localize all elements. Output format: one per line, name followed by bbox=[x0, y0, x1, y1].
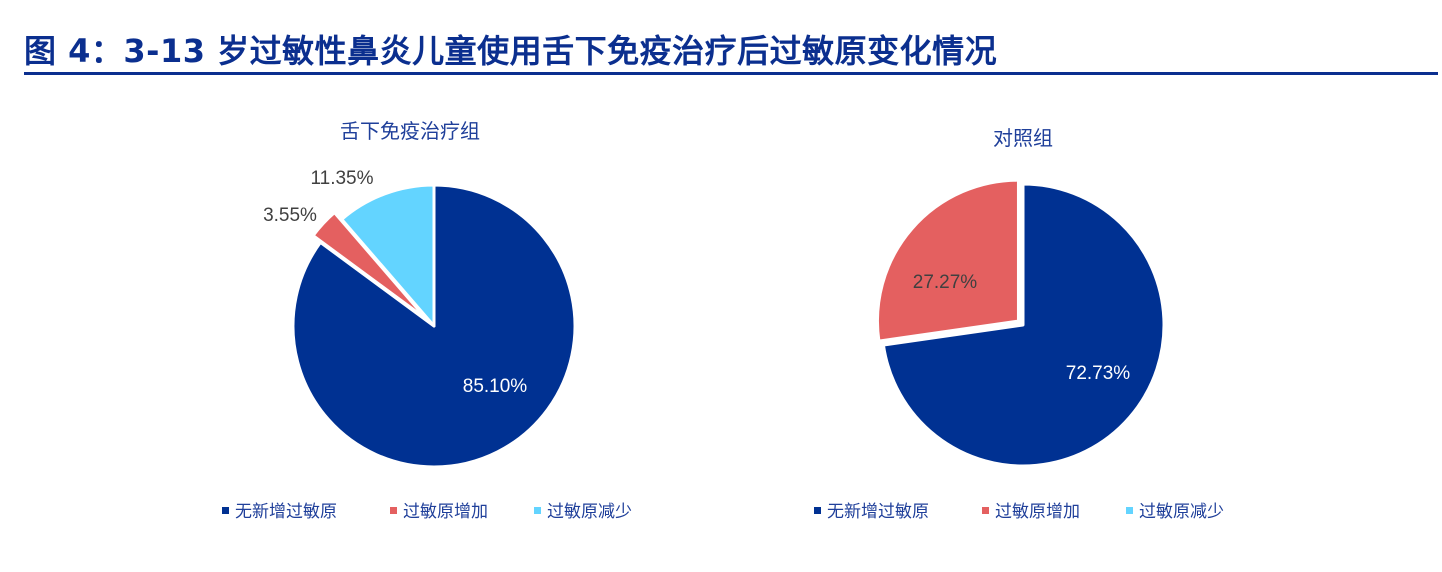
pie-title: 对照组 bbox=[993, 126, 1053, 150]
legend-label: 过敏原减少 bbox=[1139, 502, 1224, 522]
legend-swatch bbox=[982, 507, 989, 514]
pie-slice bbox=[340, 183, 436, 328]
pie-slice bbox=[311, 211, 429, 321]
pie-slice bbox=[875, 178, 1020, 343]
legend-label: 无新增过敏原 bbox=[827, 502, 929, 522]
legend-swatch bbox=[1126, 507, 1133, 514]
data-label: 72.73% bbox=[1066, 363, 1131, 384]
legend-swatch bbox=[534, 507, 541, 514]
legend-label: 过敏原减少 bbox=[547, 502, 632, 522]
figure-title: 图 4：3-13 岁过敏性鼻炎儿童使用舌下免疫治疗后过敏原变化情况 bbox=[24, 32, 998, 70]
legend-swatch bbox=[222, 507, 229, 514]
data-label: 27.27% bbox=[913, 272, 978, 293]
data-label: 11.35% bbox=[310, 168, 373, 189]
pie-slice bbox=[881, 182, 1166, 468]
pie-chart-2: 对照组 72.73% 27.27% 无新增过敏原 过敏原增加 过敏原减少 bbox=[814, 126, 1224, 522]
legend-swatch bbox=[390, 507, 397, 514]
data-label: 85.10% bbox=[463, 376, 528, 397]
pie-title: 舌下免疫治疗组 bbox=[340, 119, 480, 143]
legend-label: 无新增过敏原 bbox=[235, 502, 337, 522]
data-label: 3.55% bbox=[263, 205, 317, 226]
legend-swatch bbox=[814, 507, 821, 514]
pie-chart-1: 舌下免疫治疗组 85.10% 3.55% 11.35% 无新增过敏原 过敏原增加 过敏原减少 bbox=[222, 119, 632, 522]
legend-label: 过敏原增加 bbox=[995, 502, 1080, 522]
legend-label: 过敏原增加 bbox=[403, 502, 488, 522]
title-rule bbox=[24, 72, 1438, 75]
